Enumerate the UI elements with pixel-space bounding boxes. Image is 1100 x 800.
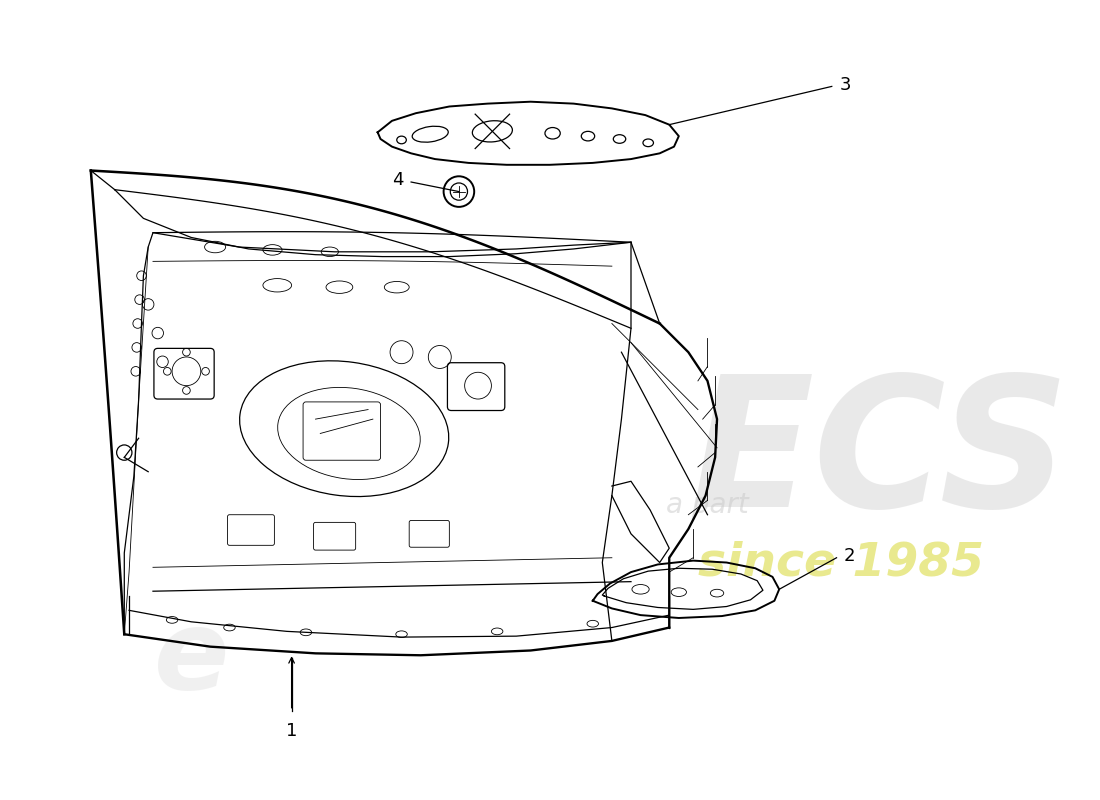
Text: 2: 2 (844, 547, 855, 565)
Text: ECS: ECS (690, 370, 1069, 546)
Text: 4: 4 (392, 171, 404, 189)
Text: since 1985: since 1985 (698, 540, 984, 585)
Text: 3: 3 (839, 75, 851, 94)
Text: e: e (154, 605, 229, 712)
Text: 1: 1 (286, 722, 297, 740)
Text: a part: a part (667, 491, 749, 519)
